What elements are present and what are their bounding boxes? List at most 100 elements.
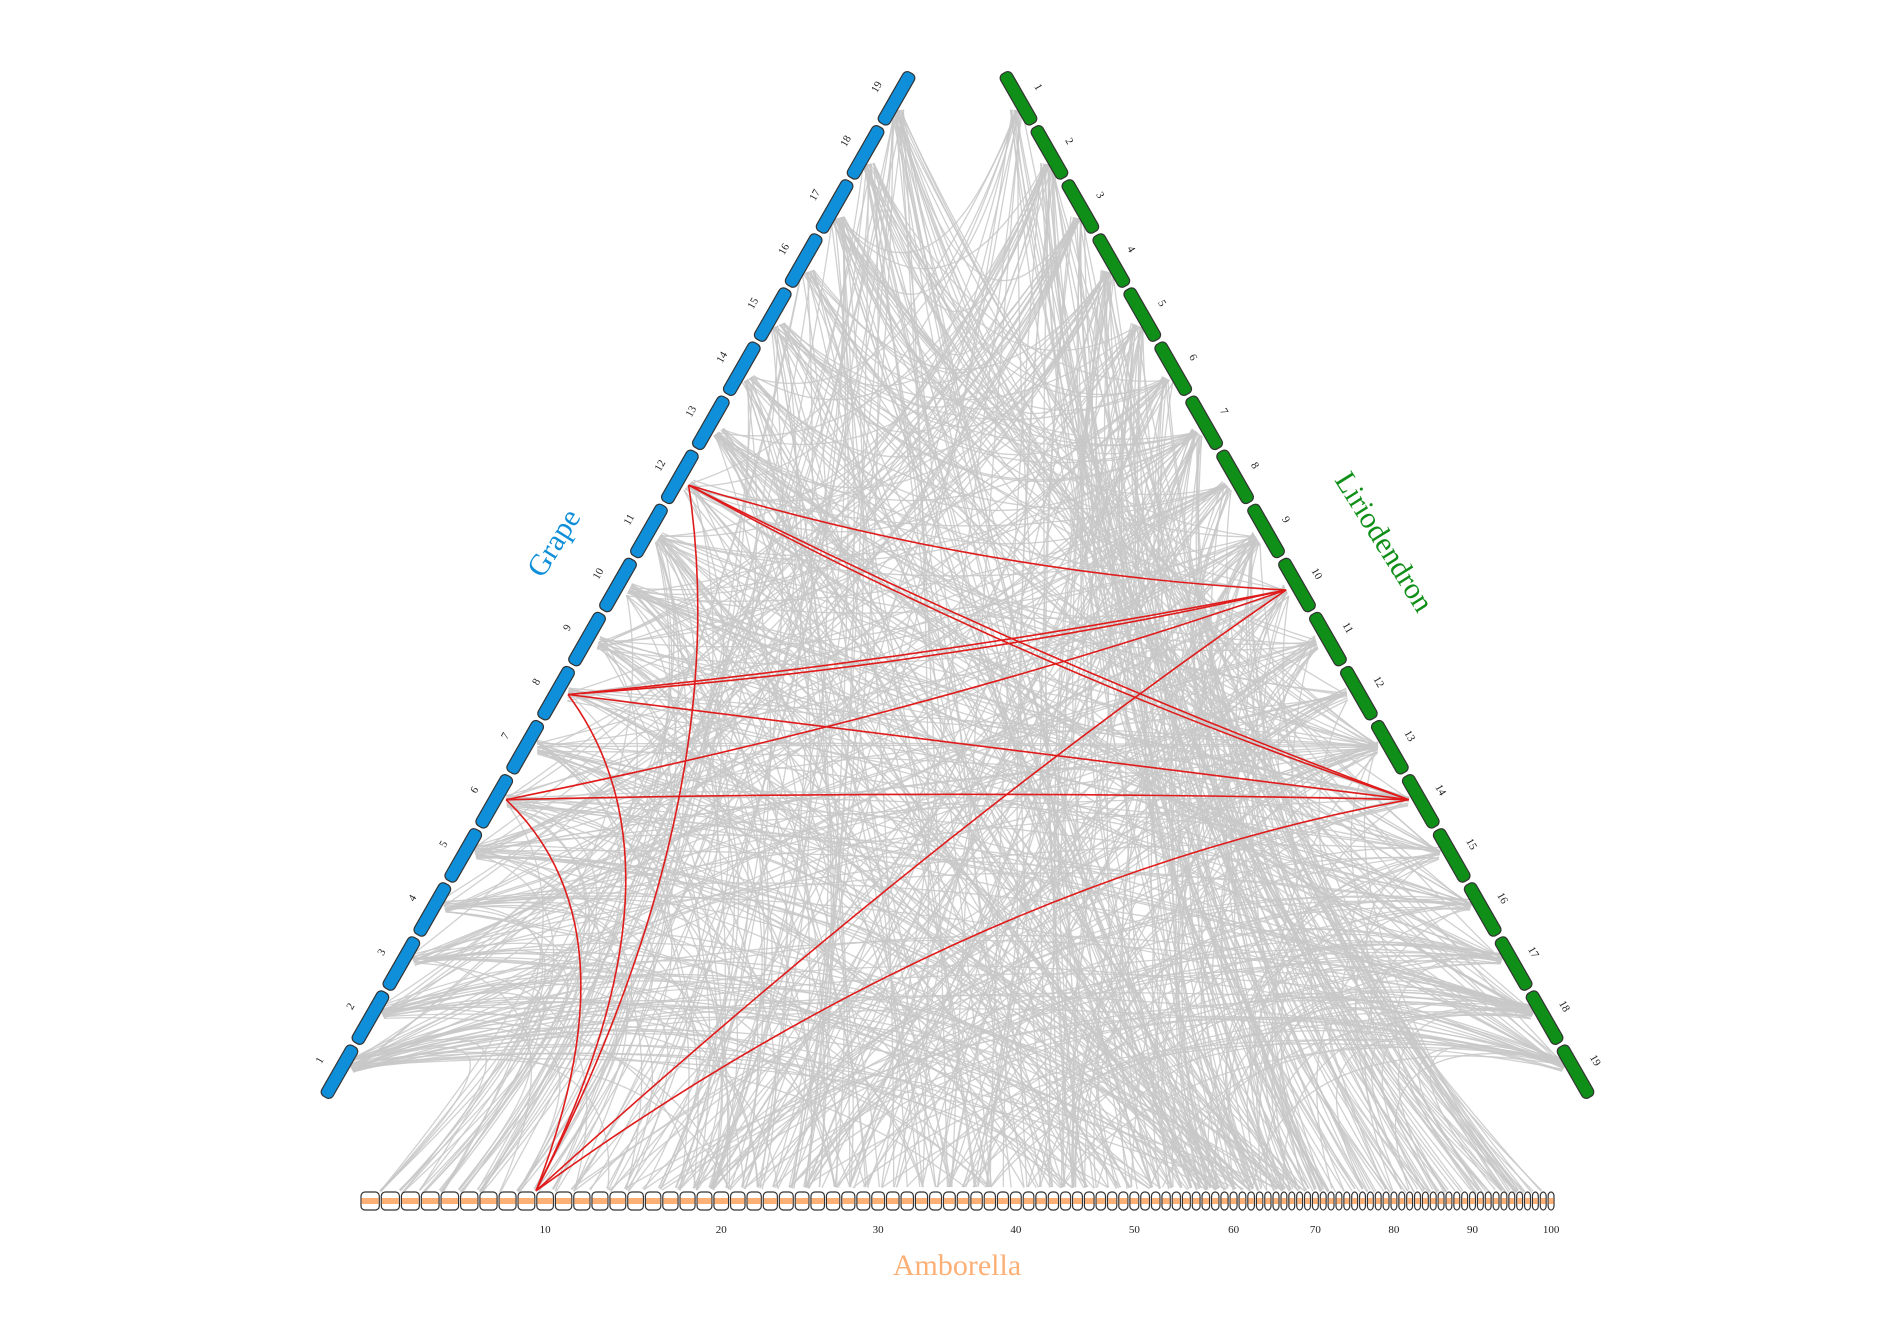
- grape-chromosome-18: [846, 125, 885, 180]
- amborella-chromosome-fill-18: [680, 1198, 695, 1204]
- grape-chromosome-label: 12: [652, 458, 668, 474]
- amborella-genome-label: Amborella: [893, 1249, 1021, 1282]
- background-synteny-link: [568, 689, 1216, 1191]
- background-synteny-link: [1235, 541, 1345, 1192]
- liriodendron-chromosome-7: [1185, 395, 1224, 451]
- background-synteny-link: [445, 644, 1318, 913]
- amborella-chromosome-fill-96: [1517, 1198, 1522, 1204]
- background-synteny-link: [1094, 271, 1330, 1192]
- background-synteny-link: [1164, 378, 1425, 1191]
- background-synteny-link: [864, 804, 1409, 1188]
- amborella-chromosome-fill-35: [944, 1198, 955, 1204]
- amborella-chromosome-fill-22: [747, 1198, 761, 1204]
- background-synteny-link: [411, 591, 1288, 959]
- background-synteny-link: [444, 639, 1316, 911]
- liriodendron-chromosome-label: 14: [1432, 782, 1448, 798]
- background-synteny-link: [724, 589, 1287, 1188]
- background-synteny-link: [866, 534, 1255, 1188]
- background-synteny-link: [418, 533, 675, 1191]
- liriodendron-chromosome-label: 2: [1062, 136, 1075, 147]
- background-synteny-link: [804, 1039, 1568, 1188]
- highlighted-synteny-link: [688, 484, 1287, 591]
- grape-chromosome-14: [722, 341, 761, 396]
- amborella-chromosome-fill-37: [971, 1198, 982, 1204]
- highlighted-synteny-link: [535, 589, 1287, 1192]
- amborella-chromosome-fill-30: [872, 1198, 884, 1204]
- amborella-chromosome-fill-29: [857, 1198, 870, 1204]
- background-synteny-link: [474, 849, 1284, 1191]
- liriodendron-chromosome-6: [1154, 341, 1193, 396]
- background-synteny-link: [1057, 273, 1114, 1188]
- amborella-chromosome-fill-14: [610, 1198, 626, 1204]
- background-synteny-link: [379, 594, 634, 1192]
- background-synteny-link: [1070, 928, 1503, 1188]
- background-synteny-link: [1265, 1013, 1531, 1191]
- liriodendron-chromosome-18: [1525, 990, 1564, 1045]
- background-synteny-link: [783, 322, 1316, 641]
- background-synteny-link: [380, 1006, 987, 1188]
- grape-chromosome-label: 4: [406, 893, 419, 904]
- grape-chromosome-label: 5: [437, 838, 450, 849]
- background-synteny-link: [1162, 1013, 1533, 1188]
- amborella-tick-label: 80: [1388, 1224, 1400, 1236]
- background-synteny-link: [1135, 325, 1519, 1191]
- background-synteny-link: [478, 645, 673, 1192]
- liriodendron-chromosome-2: [1030, 125, 1069, 180]
- background-synteny-link: [1016, 164, 1053, 1188]
- background-synteny-link: [1130, 645, 1318, 1188]
- background-synteny-link: [692, 110, 894, 1189]
- amborella-tick-label: 30: [873, 1224, 885, 1236]
- liriodendron-chromosome-label: 7: [1217, 406, 1230, 417]
- background-synteny-link: [505, 794, 1236, 1190]
- amborella-chromosome-fill-75: [1352, 1198, 1357, 1204]
- background-synteny-link: [589, 595, 719, 1191]
- background-synteny-link: [419, 273, 802, 1191]
- background-synteny-link: [894, 110, 1161, 1189]
- liriodendron-chromosome-label: 11: [1340, 620, 1356, 635]
- highlighted-synteny-link: [535, 694, 627, 1192]
- background-synteny-link: [906, 956, 1504, 1188]
- amborella-chromosome-fill-83: [1415, 1198, 1420, 1204]
- liriodendron-chromosome-17: [1494, 936, 1533, 991]
- grape-chromosome-12: [660, 449, 699, 505]
- background-synteny-link: [777, 428, 1193, 1190]
- amborella-tick-labels: 10 20 30 40 50 60 70 80 90 100: [540, 1224, 1560, 1236]
- background-synteny-link: [351, 1058, 730, 1190]
- highlighted-synteny-link: [535, 798, 1410, 1192]
- background-synteny-link: [804, 216, 849, 1188]
- grape-chromosome-label: 9: [561, 622, 574, 633]
- grape-chromosome-19: [877, 70, 916, 126]
- background-synteny-link: [772, 327, 832, 1187]
- liriodendron-chromosome-label: 12: [1370, 674, 1386, 690]
- background-synteny-link: [1105, 272, 1508, 1195]
- background-synteny-link: [990, 1029, 1567, 1188]
- grape-chromosome-3: [382, 936, 421, 991]
- amborella-chromosome-fill-25: [795, 1198, 809, 1204]
- background-synteny-link: [727, 689, 1347, 1190]
- amborella-chromosome-fill-72: [1328, 1198, 1334, 1204]
- amborella-chromosome-fill-57: [1202, 1198, 1209, 1204]
- background-synteny-link: [474, 324, 1138, 852]
- amborella-chromosome-fill-81: [1399, 1198, 1405, 1204]
- background-synteny-link: [1045, 217, 1087, 1188]
- amborella-chromosome-fill-38: [984, 1198, 995, 1204]
- background-synteny-link: [688, 484, 1301, 1190]
- background-synteny-link: [1080, 218, 1368, 1193]
- amborella-chromosome-fill-28: [842, 1198, 855, 1204]
- background-synteny-link: [1230, 640, 1356, 1190]
- amborella-chromosome-fill-66: [1281, 1198, 1287, 1204]
- background-synteny-link: [830, 219, 895, 1188]
- background-synteny-link: [1201, 743, 1379, 1190]
- amborella-chromosome-track: [360, 1191, 1555, 1211]
- amborella-chromosome-fill-17: [663, 1198, 678, 1204]
- background-synteny-link: [480, 216, 845, 1194]
- amborella-chromosome-fill-74: [1344, 1198, 1350, 1204]
- grape-chromosome-label: 7: [499, 730, 512, 741]
- liriodendron-chromosome-label: 9: [1279, 514, 1292, 525]
- highlighted-synteny-link: [688, 484, 1410, 801]
- grape-chromosome-label: 10: [591, 566, 607, 582]
- background-synteny-link: [990, 1038, 1568, 1188]
- background-synteny-link: [1369, 1011, 1564, 1192]
- background-synteny-link: [630, 585, 1085, 1189]
- amborella-tick-label: 50: [1129, 1224, 1141, 1236]
